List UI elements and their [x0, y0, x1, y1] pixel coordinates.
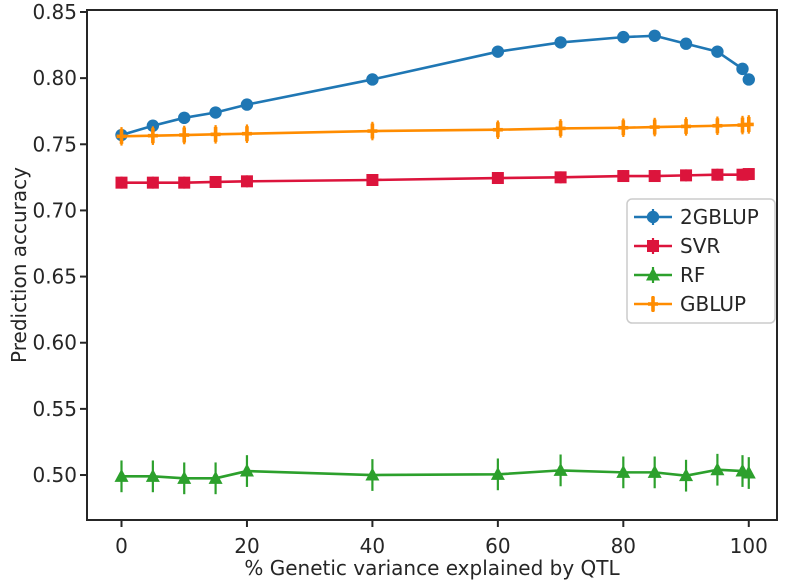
data-point-svr: [742, 168, 755, 181]
y-tick-label: 0.70: [32, 198, 77, 222]
data-point-svr: [240, 175, 253, 188]
x-tick-label: 40: [360, 534, 385, 558]
y-tick-label: 0.80: [32, 66, 77, 90]
x-tick-label: 60: [485, 534, 510, 558]
legend-marker-rf: [646, 267, 660, 281]
data-point-2gblup: [679, 37, 693, 50]
data-point-rf: [177, 470, 192, 484]
data-point-svr: [491, 172, 504, 185]
data-point-2gblup: [736, 62, 749, 76]
y-tick-label: 0.60: [32, 331, 77, 355]
data-point-rf: [741, 465, 756, 479]
data-point-svr: [554, 171, 567, 184]
x-tick-label: 100: [730, 534, 768, 558]
x-tick-label: 80: [611, 534, 636, 558]
data-point-2gblup: [617, 30, 630, 44]
y-tick-label: 0.85: [32, 0, 77, 24]
plot-area: [86, 9, 778, 521]
legend-marker-svr: [647, 240, 659, 252]
data-point-2gblup: [146, 119, 160, 132]
data-point-2gblup: [742, 73, 755, 86]
data-point-rf: [145, 468, 160, 482]
data-point-svr: [209, 175, 222, 188]
data-point-2gblup: [491, 45, 505, 58]
data-point-svr: [680, 169, 693, 182]
data-point-rf: [647, 464, 662, 478]
data-point-svr: [146, 176, 159, 189]
legend-label-2gblup: 2GBLUP: [680, 205, 759, 229]
data-point-rf: [208, 470, 223, 484]
series-line-rf: [120, 468, 751, 480]
legend-label-gblup: GBLUP: [680, 292, 746, 316]
series-line-gblup: [120, 123, 751, 138]
y-axis-title: Prediction accuracy: [7, 167, 31, 363]
legend-label-svr: SVR: [680, 234, 720, 258]
data-point-svr: [366, 174, 379, 186]
data-point-rf: [239, 463, 254, 477]
x-tick-label: 0: [115, 534, 128, 558]
data-point-2gblup: [240, 98, 254, 111]
x-tick-label: 20: [234, 534, 259, 558]
legend-label-rf: RF: [680, 263, 705, 287]
legend-marker-2gblup: [646, 210, 660, 224]
data-point-svr: [617, 170, 630, 183]
y-tick-label: 0.55: [32, 397, 77, 421]
data-point-svr: [711, 168, 724, 181]
data-point-svr: [648, 170, 661, 183]
legend-box: [626, 198, 776, 324]
data-point-rf: [490, 466, 505, 480]
data-point-2gblup: [178, 111, 191, 125]
x-axis-title: % Genetic variance explained by QTL: [244, 556, 620, 580]
data-point-svr: [178, 176, 191, 189]
y-tick-label: 0.65: [32, 265, 77, 289]
data-point-svr: [115, 176, 128, 189]
data-point-rf: [679, 468, 694, 482]
data-point-2gblup: [366, 73, 379, 86]
data-point-rf: [616, 464, 631, 478]
data-point-rf: [710, 462, 725, 476]
data-point-rf: [114, 468, 129, 482]
data-point-rf: [553, 462, 568, 476]
data-point-2gblup: [648, 29, 661, 42]
data-point-2gblup: [554, 36, 567, 49]
data-point-rf: [365, 467, 380, 481]
data-point-2gblup: [711, 45, 724, 58]
y-tick-label: 0.50: [32, 463, 77, 487]
data-point-2gblup: [209, 106, 222, 119]
y-tick-label: 0.75: [32, 132, 77, 156]
